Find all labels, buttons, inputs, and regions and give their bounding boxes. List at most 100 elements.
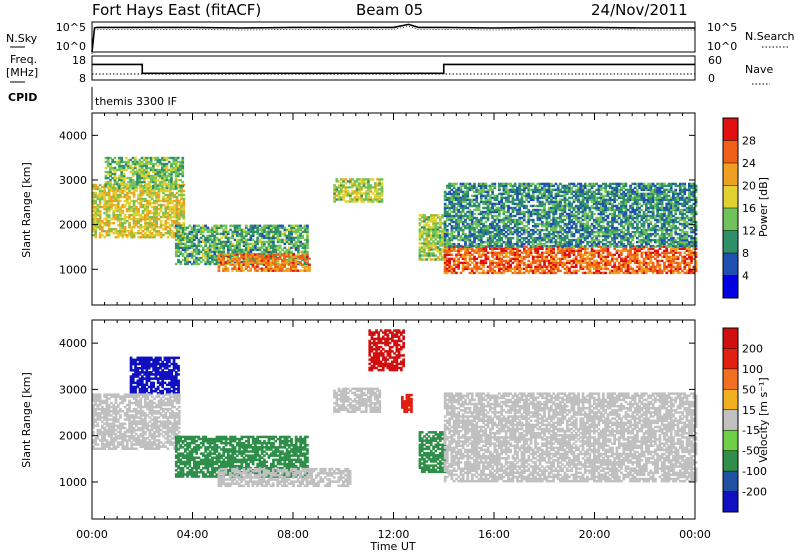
power-cell [211,232,214,236]
power-cell [231,261,234,264]
power-cell [516,208,519,212]
power-cell [182,215,186,219]
power-cell [144,207,147,211]
power-cell [276,248,280,252]
power-cell [380,178,384,181]
power-cell [448,261,451,265]
power-cell [520,257,524,261]
power-cell [242,263,246,266]
power-cell [127,160,130,164]
power-cell [290,226,293,229]
power-cell [678,271,682,275]
power-cell [631,267,635,271]
power-cell [565,267,569,271]
power-cell [536,255,540,259]
power-cell [125,215,129,219]
power-cell [215,254,219,258]
power-cell [222,228,226,231]
power-cell [303,259,307,262]
power-cell [340,182,343,185]
power-cell [272,226,275,229]
power-cell [563,267,567,271]
power-cell [144,215,147,219]
power-cell [155,234,158,237]
power-cell [122,174,126,178]
power-cell [131,168,135,172]
power-cell [256,242,259,246]
power-cell [247,232,250,236]
power-cell [509,265,512,269]
power-cell [242,240,246,244]
power-cell [288,234,291,238]
power-cell [276,267,280,270]
power-cell [443,255,447,259]
power-cell [226,253,230,256]
power-cell [461,204,465,208]
power-cell [181,252,185,256]
power-cell [107,213,111,217]
power-cell [552,267,555,271]
power-cell [215,224,219,227]
power-cell [115,162,119,166]
power-cell [529,247,533,250]
power-cell [157,217,161,221]
power-cell [360,188,363,191]
power-cell [531,182,535,186]
power-cell [446,228,449,232]
power-cell [106,176,110,180]
power-cell [132,193,136,197]
power-cell [479,263,483,267]
power-cell [455,255,458,259]
power-cell [146,207,149,211]
power-cell [579,251,583,254]
power-cell [112,199,116,203]
power-cell [193,228,196,231]
power-cell [500,247,503,250]
power-cell [296,253,300,256]
power-cell [132,232,136,235]
power-cell [206,258,210,262]
power-cell [283,259,286,262]
power-cell [111,160,114,164]
power-cell [369,190,373,193]
power-cell [443,259,447,263]
power-cell [137,219,140,223]
power-cell [137,209,140,213]
power-cell [473,208,476,212]
power-cell [110,230,113,233]
power-cell [154,158,157,162]
power-cell [335,190,339,193]
power-cell [466,265,470,269]
power-cell [373,188,377,191]
power-cell [536,245,540,248]
power-cell [434,244,438,247]
power-cell [217,242,221,246]
power-cell [229,240,232,244]
power-cell [147,180,151,184]
power-cell [157,234,161,237]
power-cell [482,269,485,273]
power-cell [294,259,298,262]
power-cell [114,195,118,199]
power-cell [672,265,675,269]
power-cell [180,215,183,219]
power-cell [92,209,95,213]
power-cell [144,224,147,227]
power-cell [174,186,178,190]
power-cell [457,261,460,265]
power-cell [190,244,194,248]
power-cell [152,168,155,172]
power-cell [179,262,183,266]
power-cell [439,248,442,251]
power-cell [253,265,257,268]
power-cell [202,246,205,250]
power-cell [263,240,266,244]
power-cell [180,189,183,193]
power-cell [96,211,100,215]
power-cell [181,254,185,258]
power-cell [161,174,164,178]
power-cell [269,228,273,231]
power-cell [184,232,187,236]
power-cell [337,196,341,199]
freq-panel [91,55,696,81]
